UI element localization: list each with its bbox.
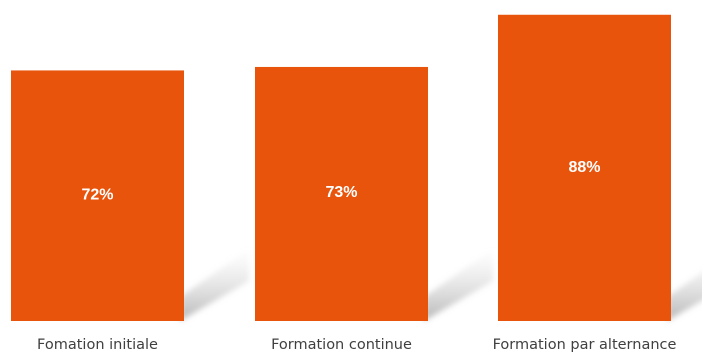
bar-value-label: 88% xyxy=(568,159,600,176)
bar-value-label: 72% xyxy=(81,187,113,204)
category-label: Formation continue xyxy=(271,337,412,353)
bar xyxy=(255,66,428,322)
bar xyxy=(11,70,184,321)
bar xyxy=(498,14,671,321)
category-label: Formation par alternance xyxy=(493,337,677,353)
bar-shadow xyxy=(180,249,249,321)
category-labels-group: Fomation initiale Formation continue Forma… xyxy=(37,337,676,353)
bar-value-label: 73% xyxy=(325,184,357,201)
value-labels-group: 72% 73% 88% xyxy=(81,159,600,204)
bar-shadow xyxy=(667,272,702,321)
bar-shadows xyxy=(180,249,702,321)
bars-group xyxy=(11,14,671,322)
bar-shadow xyxy=(424,249,493,321)
category-label: Fomation initiale xyxy=(37,337,158,353)
